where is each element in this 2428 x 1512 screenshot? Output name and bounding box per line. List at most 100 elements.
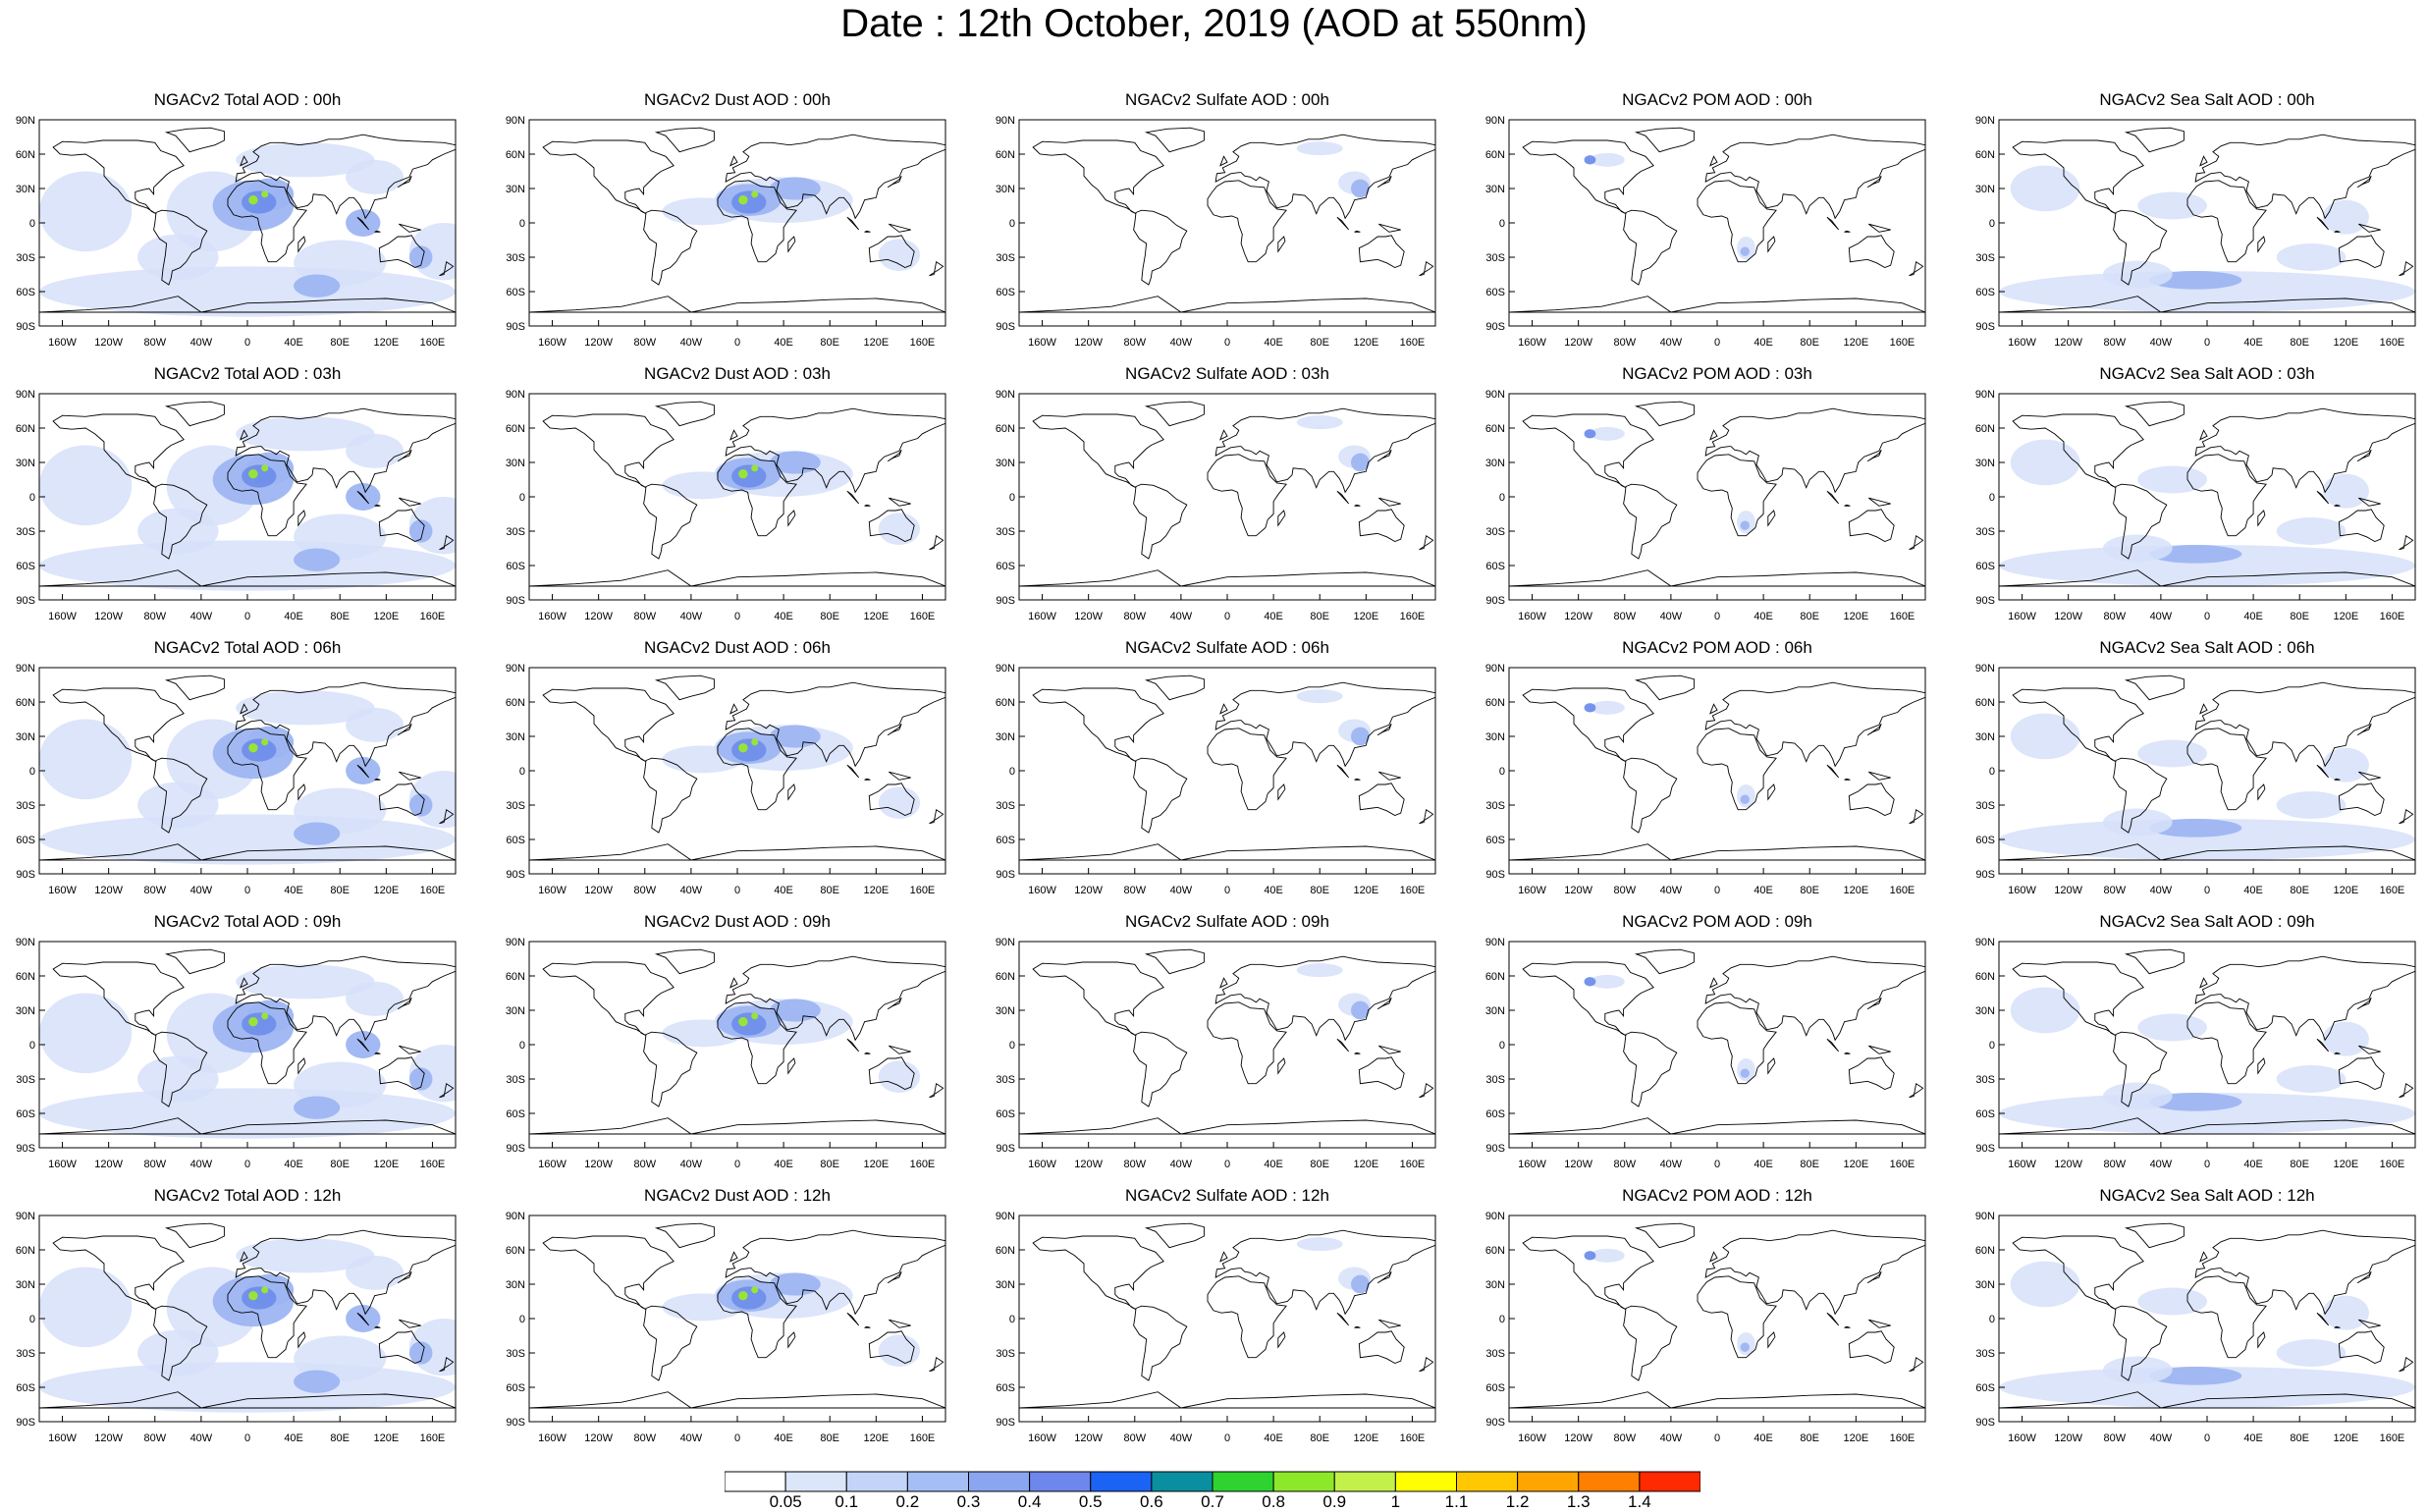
- lat-label: 0: [1009, 766, 1015, 778]
- coastline: [1019, 843, 1435, 861]
- coastline: [887, 449, 902, 462]
- aod-patch: [1296, 1237, 1343, 1252]
- lat-label: 30N: [1975, 731, 1995, 743]
- lon-label: 40E: [1264, 1159, 1283, 1170]
- aod-patch: [294, 240, 387, 287]
- coastline: [2113, 483, 2168, 560]
- coastline: [2358, 1045, 2381, 1054]
- panel-title: NGACv2 Dust AOD : 00h: [644, 90, 831, 109]
- coastline: [868, 509, 915, 542]
- lon-label: 160W: [2008, 337, 2036, 349]
- coastline: [1522, 961, 1654, 1037]
- lat-label: 90N: [506, 389, 525, 401]
- lat-label: 90S: [1975, 1143, 1995, 1155]
- coastline: [1509, 569, 1925, 587]
- colorbar: 0.05 0.1 0.2 0.3 0.4 0.5 0.6 0.7 0.8 0.9 1 1.1 1.2 1.…: [724, 1471, 1701, 1512]
- coastline: [1522, 139, 1654, 215]
- coastline: [1144, 401, 1205, 427]
- colorbar-label: 1.2: [1505, 1492, 1530, 1511]
- lat-label: 90S: [506, 321, 525, 333]
- map-frame: [1508, 119, 1926, 327]
- coastline: [235, 681, 456, 768]
- coastline: [1419, 1082, 1434, 1099]
- coastline: [2316, 1312, 2330, 1326]
- lat-label: 90N: [996, 1211, 1015, 1222]
- coastline: [1032, 687, 1164, 763]
- aod-patch: [39, 1267, 133, 1348]
- coastline: [1378, 1319, 1401, 1328]
- lon-label: 80E: [330, 885, 350, 896]
- colorbar-swatch: [906, 1471, 969, 1492]
- lon-label: 40W: [190, 885, 213, 896]
- lat-label: 60S: [16, 835, 35, 846]
- lat-label: 60S: [506, 1108, 525, 1120]
- coastline: [1709, 155, 1718, 167]
- coastline: [1999, 569, 2415, 587]
- lat-label: 90N: [1485, 937, 1505, 948]
- coastline: [1634, 948, 1695, 975]
- coastline: [2186, 454, 2267, 537]
- lat-label: 90S: [506, 1143, 525, 1155]
- lon-label: 40E: [2243, 611, 2263, 622]
- coastline: [439, 1356, 455, 1373]
- coastline: [153, 209, 208, 286]
- world-map: 90N 60N 30N 0 30S 60S 90S 160W 120W 80W 40W 0 40E 80E…: [16, 389, 457, 622]
- coastline: [542, 139, 674, 215]
- lat-label: 0: [1009, 1314, 1015, 1325]
- coastline: [52, 139, 185, 215]
- coastline: [297, 236, 306, 253]
- coastline: [240, 977, 248, 989]
- coastline: [846, 764, 860, 779]
- lat-label: 30S: [506, 526, 525, 538]
- lon-label: 40E: [2243, 1432, 2263, 1444]
- panel-title: NGACv2 Dust AOD : 06h: [644, 638, 831, 657]
- colorbar-swatch: [724, 1471, 786, 1492]
- coastline: [654, 1222, 715, 1249]
- lat-label: 30N: [1975, 458, 1995, 469]
- lat-label: 30S: [1485, 800, 1505, 812]
- coastline: [39, 843, 456, 861]
- lon-label: 120W: [2054, 1432, 2082, 1444]
- lon-label: 40W: [1170, 611, 1193, 622]
- coastline: [1697, 1001, 1777, 1085]
- lon-label: 80W: [1613, 337, 1636, 349]
- world-map: 90N 60N 30N 0 30S 60S 90S 160W 120W 80W 40W 0 40E 80E…: [506, 1211, 946, 1444]
- lat-label: 60S: [16, 1382, 35, 1394]
- lon-label: 160E: [910, 1159, 936, 1170]
- lat-label: 90N: [996, 115, 1015, 127]
- coastline: [1207, 728, 1287, 811]
- coastline: [717, 454, 797, 537]
- coastline: [1336, 1038, 1350, 1053]
- coastline: [2356, 449, 2372, 462]
- coastline: [1866, 449, 1882, 462]
- world-map: 90N 60N 30N 0 30S 60S 90S 160W 120W 80W 40W 0 40E 80E…: [506, 663, 946, 896]
- coastline: [1032, 961, 1164, 1037]
- world-map: 90N 60N 30N 0 30S 60S 90S 160W 120W 80W 40W 0 40E 80E…: [506, 937, 946, 1170]
- lat-label: 60S: [996, 1382, 1015, 1394]
- coastline: [2338, 235, 2385, 268]
- lon-label: 0: [244, 1432, 250, 1444]
- coastline: [2194, 955, 2415, 1042]
- lat-label: 90S: [1485, 595, 1505, 607]
- lon-label: 80E: [2290, 885, 2309, 896]
- coastline: [1866, 1270, 1882, 1284]
- coastline: [725, 407, 945, 494]
- lat-label: 60N: [1975, 697, 1995, 709]
- lat-label: 90S: [16, 869, 35, 881]
- coastline: [297, 783, 306, 801]
- coastline: [1376, 175, 1392, 189]
- lat-label: 90N: [1975, 937, 1995, 948]
- coastline: [399, 1045, 421, 1054]
- coastline: [1909, 260, 1924, 277]
- coastline: [2199, 429, 2208, 441]
- lon-label: 80E: [2290, 337, 2309, 349]
- coastline: [1336, 490, 1350, 505]
- colorbar-label: 0.7: [1201, 1492, 1224, 1511]
- aod-patch: [242, 1012, 277, 1036]
- lat-label: 60N: [996, 971, 1015, 983]
- aod-patch: [2322, 473, 2369, 509]
- lon-label: 0: [734, 337, 740, 349]
- coastline: [1277, 783, 1286, 801]
- coastline: [2338, 1056, 2385, 1090]
- lon-label: 0: [1714, 885, 1720, 896]
